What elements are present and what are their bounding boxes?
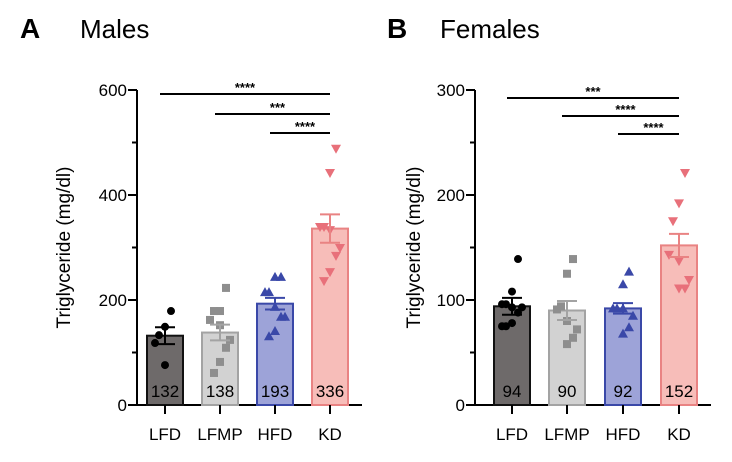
y-tick-label: 300 bbox=[437, 81, 465, 100]
data-point bbox=[222, 283, 230, 292]
data-point bbox=[569, 255, 577, 264]
y-tick-label: 0 bbox=[456, 396, 465, 415]
data-point bbox=[331, 251, 341, 261]
x-tick-label: LFMP bbox=[544, 425, 589, 444]
data-point bbox=[270, 271, 280, 281]
data-point bbox=[664, 250, 674, 260]
value-label: 90 bbox=[558, 382, 577, 401]
data-point bbox=[161, 361, 169, 370]
significance-label: **** bbox=[615, 102, 636, 117]
data-point bbox=[680, 168, 690, 178]
data-point bbox=[325, 168, 335, 178]
data-point bbox=[508, 319, 516, 328]
data-point bbox=[331, 144, 341, 154]
value-label: 94 bbox=[503, 382, 522, 401]
significance-label: *** bbox=[585, 84, 601, 99]
data-point bbox=[569, 333, 577, 342]
y-axis-label: Triglyceride (mg/dl) bbox=[54, 167, 75, 329]
y-tick-label: 100 bbox=[437, 291, 465, 310]
value-label: 138 bbox=[206, 382, 234, 401]
data-point bbox=[628, 310, 638, 320]
data-point bbox=[260, 287, 270, 297]
data-point bbox=[210, 368, 218, 377]
data-point bbox=[315, 223, 325, 233]
data-point bbox=[608, 303, 618, 313]
data-point bbox=[553, 305, 561, 314]
x-tick-label: KD bbox=[667, 425, 691, 444]
data-point bbox=[624, 322, 634, 332]
panel-title: Males bbox=[80, 14, 149, 44]
data-point bbox=[216, 357, 224, 366]
data-point bbox=[624, 266, 634, 276]
data-point bbox=[514, 255, 522, 264]
x-tick-label: HFD bbox=[606, 425, 641, 444]
data-point bbox=[325, 268, 335, 278]
data-point bbox=[319, 277, 329, 287]
data-point bbox=[151, 339, 159, 348]
panel-letter: A bbox=[20, 13, 40, 44]
panel-letter: B bbox=[387, 13, 407, 44]
significance-label: **** bbox=[643, 120, 664, 135]
data-point bbox=[674, 284, 684, 294]
x-tick-label: LFD bbox=[496, 425, 528, 444]
y-axis-label: Triglyceride (mg/dl) bbox=[404, 167, 425, 329]
data-point bbox=[684, 276, 694, 286]
data-point bbox=[674, 257, 684, 267]
data-point bbox=[210, 307, 218, 316]
value-label: 152 bbox=[665, 382, 693, 401]
y-tick-label: 0 bbox=[118, 396, 127, 415]
data-point bbox=[563, 340, 571, 349]
value-label: 336 bbox=[316, 382, 344, 401]
y-tick-label: 600 bbox=[99, 81, 127, 100]
bar-kd bbox=[311, 227, 349, 406]
x-tick-label: KD bbox=[318, 425, 342, 444]
data-point bbox=[563, 269, 571, 278]
x-tick-label: LFD bbox=[149, 425, 181, 444]
data-point bbox=[216, 307, 224, 316]
data-point bbox=[498, 300, 506, 309]
data-point bbox=[618, 279, 628, 289]
data-point bbox=[276, 311, 286, 321]
x-tick-label: LFMP bbox=[197, 425, 242, 444]
y-tick-label: 200 bbox=[99, 291, 127, 310]
panel-title: Females bbox=[440, 14, 540, 44]
data-point bbox=[508, 287, 516, 296]
data-point bbox=[206, 315, 214, 324]
value-label: 193 bbox=[261, 382, 289, 401]
x-tick-label: HFD bbox=[258, 425, 293, 444]
significance-label: *** bbox=[270, 100, 286, 115]
data-point bbox=[264, 331, 274, 341]
data-point bbox=[563, 317, 571, 325]
data-point bbox=[618, 328, 628, 338]
value-label: 132 bbox=[151, 382, 179, 401]
significance-label: **** bbox=[295, 119, 316, 134]
data-point bbox=[155, 331, 163, 340]
data-point bbox=[674, 199, 684, 209]
data-point bbox=[270, 325, 280, 335]
significance-label: **** bbox=[235, 80, 256, 95]
data-point bbox=[335, 244, 345, 254]
data-point bbox=[668, 217, 678, 227]
data-point bbox=[498, 322, 506, 331]
y-tick-label: 200 bbox=[437, 186, 465, 205]
y-tick-label: 400 bbox=[99, 186, 127, 205]
data-point bbox=[573, 325, 581, 334]
value-label: 92 bbox=[614, 382, 633, 401]
data-point bbox=[222, 343, 230, 352]
data-point bbox=[167, 307, 175, 316]
